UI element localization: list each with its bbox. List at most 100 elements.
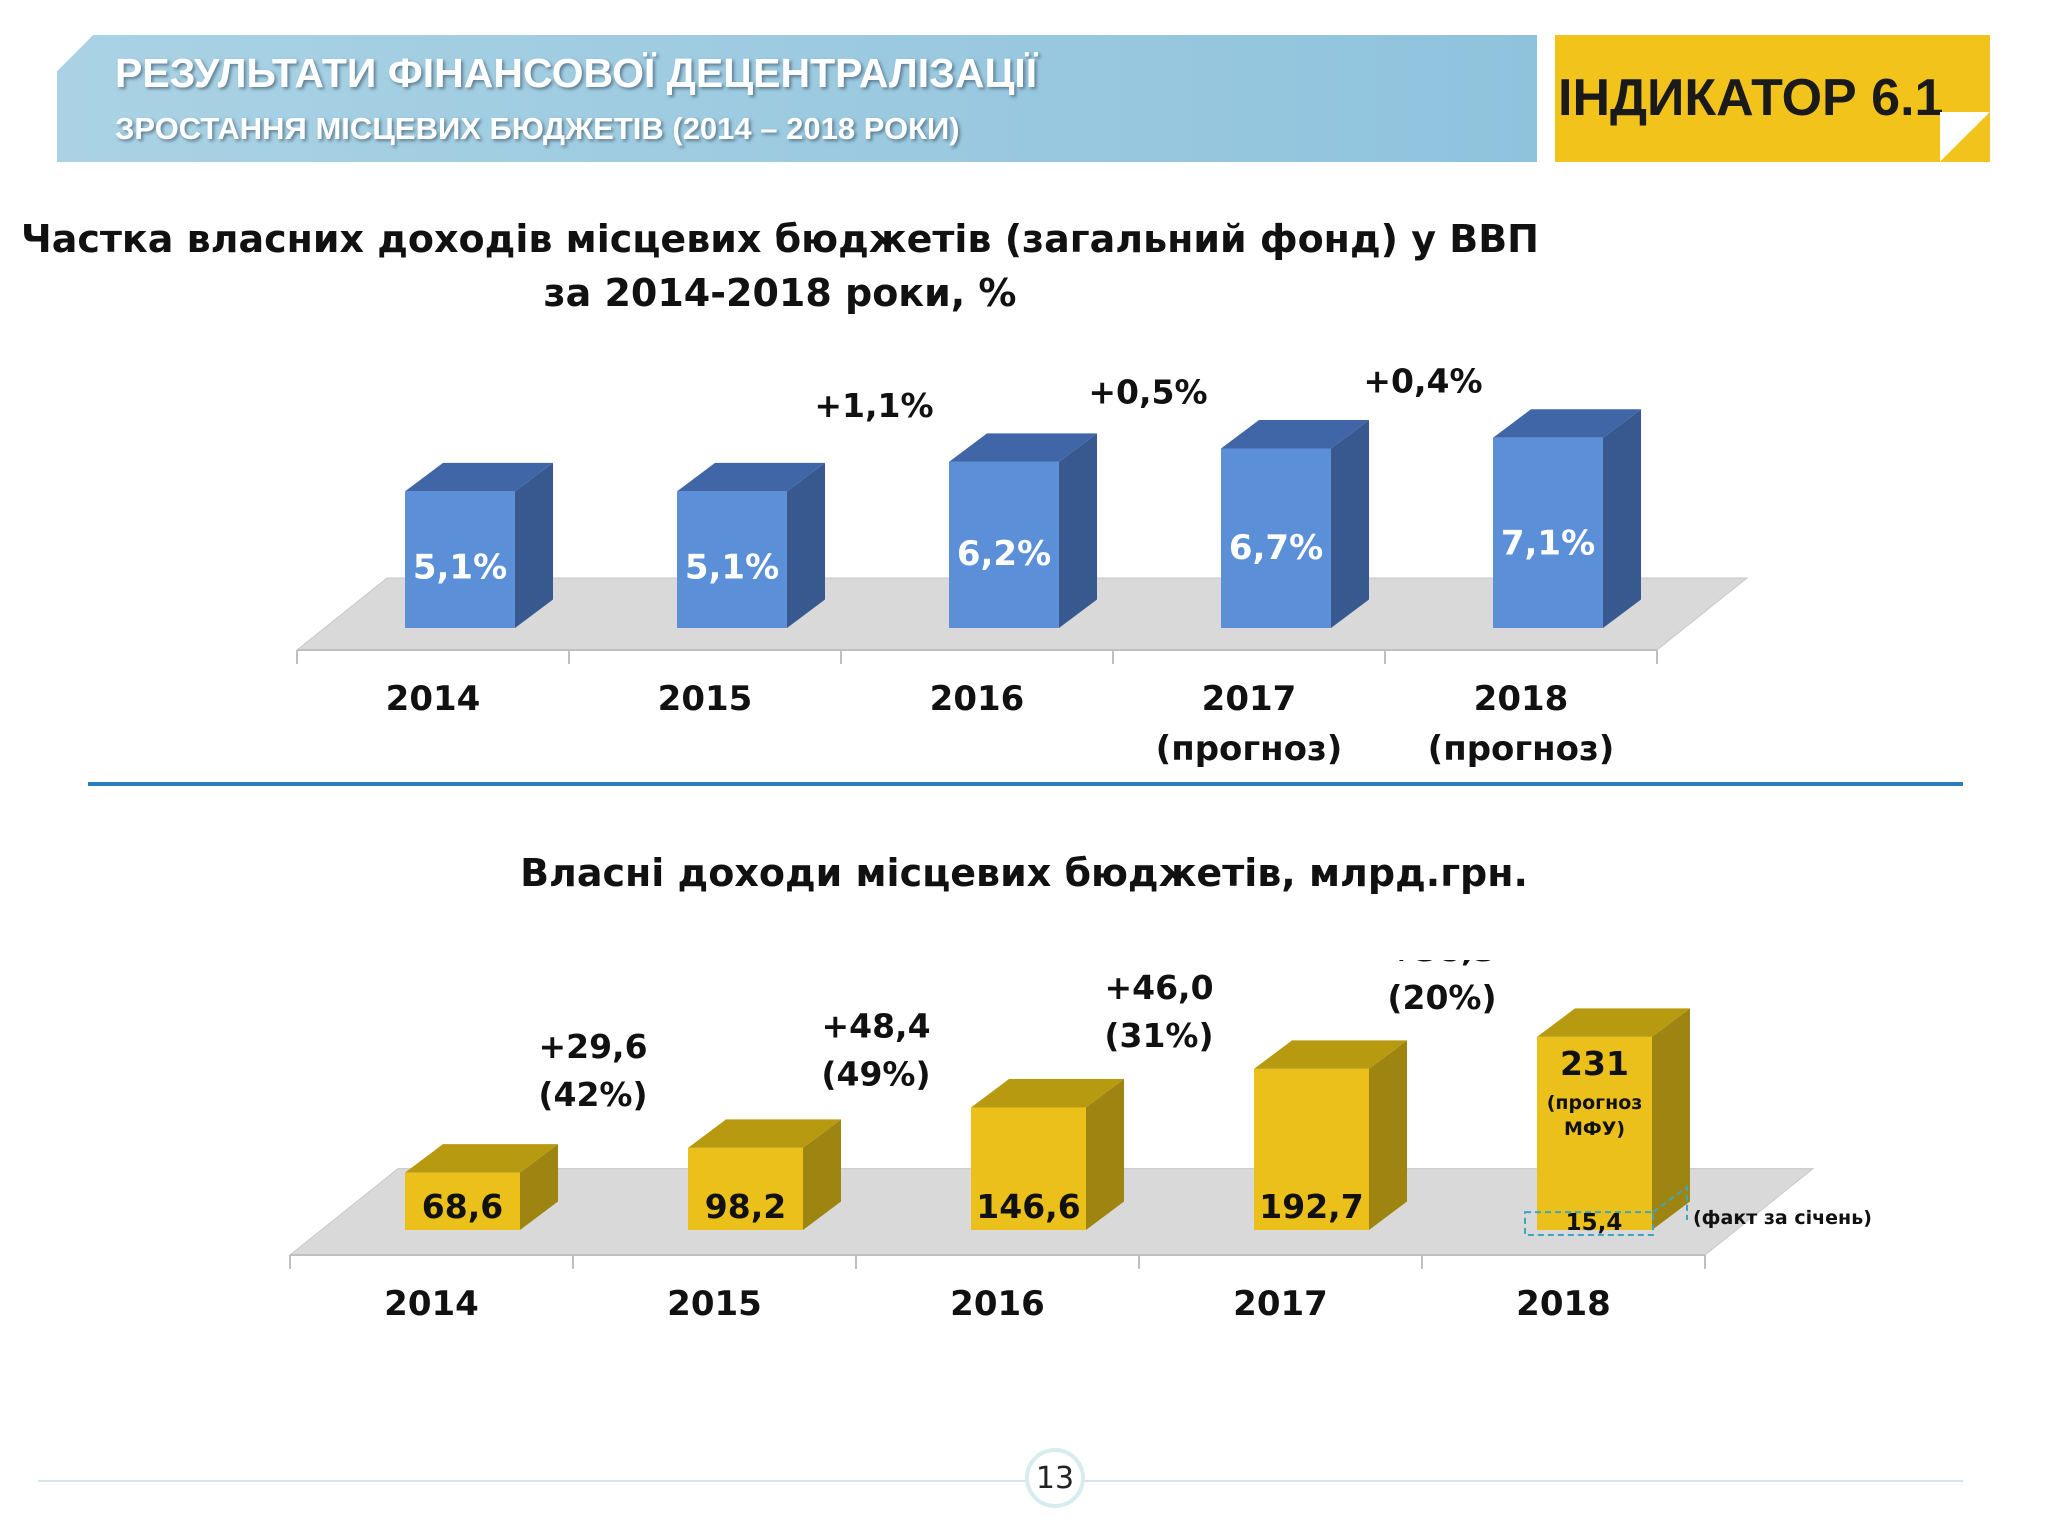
chart-1-title-line: Частка власних доходів місцевих бюджетів… [21, 217, 1539, 261]
header-subtitle: ЗРОСТАННЯ МІСЦЕВИХ БЮДЖЕТІВ (2014 – 2018… [115, 111, 960, 146]
bar-value-note-line: (прогноз [1547, 1092, 1643, 1114]
bar-top [949, 433, 1097, 462]
bar-value-label: 68,6 [422, 1187, 503, 1226]
bar [949, 461, 1059, 628]
bar-side [520, 1144, 558, 1230]
category-label: 2016 [930, 679, 1025, 719]
header-banner [57, 35, 1537, 162]
category-label: 2017 (прогноз) [1156, 679, 1343, 769]
bar-value-label: 7,1% [1501, 523, 1595, 563]
bar-top [405, 462, 553, 492]
bar [1537, 1036, 1652, 1230]
bar [971, 1107, 1086, 1230]
indicator-box [1555, 35, 1990, 162]
bar-side [1369, 1040, 1407, 1230]
bar-value-note-line: МФУ) [1564, 1118, 1625, 1140]
bar [1493, 437, 1603, 628]
change-label-line: +0,4% [1363, 362, 1482, 401]
category-label: 2015 [667, 1284, 762, 1324]
category-label-line: 2016 [950, 1284, 1045, 1324]
change-label-line: (20%) [1387, 978, 1496, 1017]
category-label-line: 2014 [384, 1284, 479, 1324]
bar-value-label: 98,2 [705, 1187, 786, 1226]
bar-top [677, 462, 825, 492]
bar-value-label: 231 [1560, 1044, 1629, 1083]
header-corner-decoration [57, 35, 93, 71]
bar-value-note: (прогноз МФУ) [1547, 1092, 1643, 1140]
fact-annotation-note: (факт за січень) [1693, 1207, 1872, 1229]
bar-side [1086, 1078, 1124, 1230]
bar [405, 491, 515, 628]
category-label: 2017 [1233, 1284, 1328, 1324]
bar-top [405, 1144, 558, 1173]
bar-top [1493, 409, 1641, 438]
category-label-line: (прогноз) [1428, 729, 1615, 769]
bar [677, 491, 787, 628]
category-label-line: 2016 [930, 679, 1025, 719]
bar-side [1652, 1008, 1690, 1230]
category-label: 2014 [386, 679, 481, 719]
category-label-line: (прогноз) [1156, 729, 1343, 769]
bar [688, 1147, 803, 1230]
category-label: 2018 [1516, 1284, 1611, 1324]
category-label: 2014 [384, 1284, 479, 1324]
category-label-line: 2017 [1233, 1284, 1328, 1324]
change-label-line: +1,1% [814, 386, 933, 425]
change-label-line: (42%) [538, 1075, 647, 1114]
change-label-line: +38,3 [1387, 960, 1496, 969]
bar [405, 1172, 520, 1230]
bar-value-label: 6,2% [957, 534, 1051, 574]
category-label: 2016 [950, 1284, 1045, 1324]
bar-value-label: 5,1% [413, 547, 507, 587]
category-label-line: 2015 [667, 1284, 762, 1324]
category-label-line: 2014 [386, 679, 481, 719]
bar-top [971, 1078, 1124, 1108]
bar-value-label: 146,6 [976, 1187, 1080, 1226]
fact-annotation-depth [1652, 1185, 1688, 1220]
category-label-line: 2018 [1474, 679, 1569, 719]
change-label: +46,0 (31%) [1104, 968, 1213, 1055]
category-label: 2018 (прогноз) [1428, 679, 1615, 769]
change-label-line: +46,0 [1104, 968, 1213, 1007]
chart-1-title-line: за 2014-2018 роки, % [543, 271, 1017, 315]
change-label: +0,4% [1363, 362, 1482, 401]
change-label: +29,6 (42%) [538, 1027, 647, 1114]
bar-side [515, 462, 553, 628]
chart-1-title: Частка власних доходів місцевих бюджетів… [0, 212, 1560, 320]
bar [1254, 1068, 1369, 1230]
change-label: +0,5% [1088, 372, 1207, 411]
bar-top [1221, 419, 1369, 449]
change-label: +1,1% [814, 386, 933, 425]
chart-1-gdp-share: 5,1% 2014 5,1% 2015 6,2% +1,1% 2016 6,7% +0,5% 20… [295, 362, 1749, 769]
change-label: +48,4 (49%) [821, 1006, 930, 1093]
footer-line [38, 1480, 1963, 1482]
bar-value-label: 192,7 [1259, 1187, 1363, 1226]
bar-top [688, 1119, 841, 1148]
fact-annotation-box [1524, 1211, 1654, 1236]
header-title: РЕЗУЛЬТАТИ ФІНАНСОВОЇ ДЕЦЕНТРАЛІЗАЦІЇ [115, 50, 1038, 96]
section-divider [88, 782, 1963, 786]
chart-2-own-revenues: 68,6 2014 98,2 +29,6 (42%) 2015 146,6 +48,4 (49%… [288, 960, 1872, 1324]
bar-value-label: 5,1% [685, 547, 779, 587]
indicator-notch-decoration [1940, 112, 1990, 162]
change-label-line: +29,6 [538, 1027, 647, 1066]
bar-top [1254, 1040, 1407, 1069]
fact-annotation-value: 15,4 [1566, 1210, 1623, 1236]
bar-side [1331, 419, 1369, 628]
change-label-line: +48,4 [821, 1006, 930, 1045]
bar-value-label: 6,7% [1229, 528, 1323, 568]
bar-side [1603, 409, 1641, 628]
change-label: +38,3 (20%) [1387, 960, 1496, 1017]
change-label-line: (49%) [821, 1054, 930, 1093]
change-label-line: (31%) [1104, 1016, 1213, 1055]
chart-2-title: Власні доходи місцевих бюджетів, млрд.гр… [520, 851, 1528, 895]
bar-side [803, 1119, 841, 1230]
bar-top [1537, 1008, 1690, 1037]
category-label: 2015 [658, 679, 753, 719]
bar-side [1059, 433, 1097, 628]
category-label-line: 2015 [658, 679, 753, 719]
bar-side [787, 462, 825, 628]
page-number: 13 [1025, 1448, 1085, 1508]
indicator-label: ІНДИКАТОР 6.1 [1558, 69, 1944, 127]
category-label-line: 2018 [1516, 1284, 1611, 1324]
